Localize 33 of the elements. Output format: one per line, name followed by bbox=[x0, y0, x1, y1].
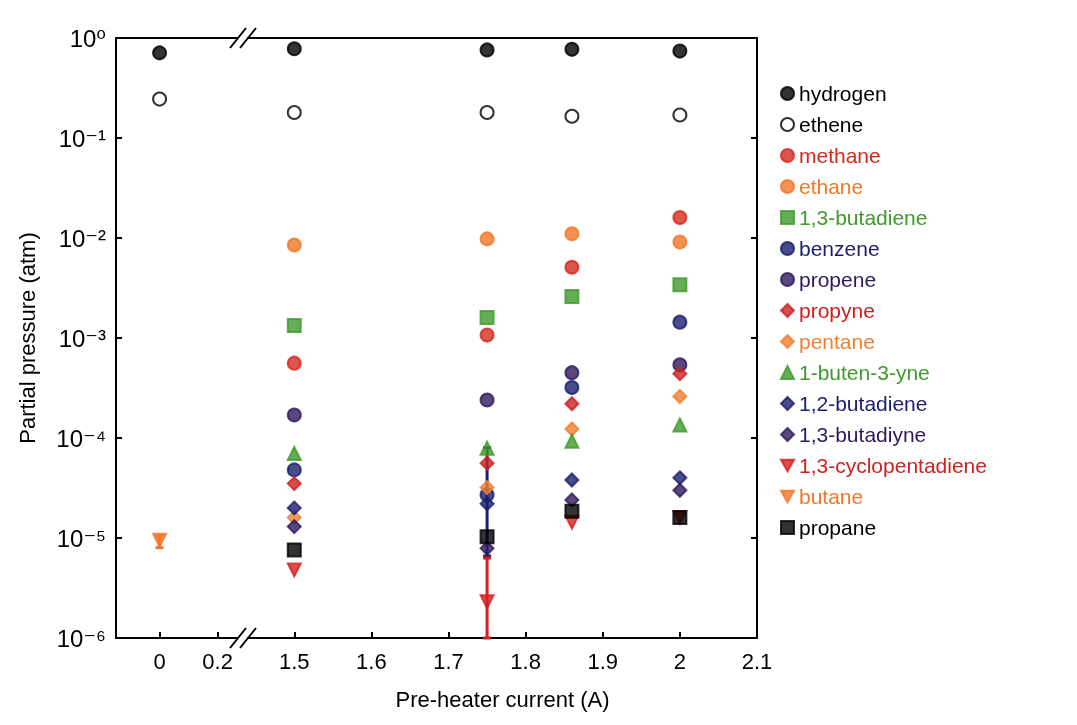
y-tick-label: 10⁻¹ bbox=[58, 124, 106, 152]
y-tick-label: 10⁰ bbox=[69, 24, 106, 52]
y-axis-title: Partial pressure (atm) bbox=[14, 232, 40, 444]
legend-label: hydrogen bbox=[799, 82, 887, 105]
y-tick-label: 10⁻³ bbox=[58, 324, 106, 352]
y-tick-label: 10⁻⁶ bbox=[56, 624, 106, 652]
x-tick-label: 1.7 bbox=[433, 648, 464, 674]
legend-label: propene bbox=[799, 268, 877, 291]
x-tick-label: 1.5 bbox=[278, 648, 310, 674]
x-tick-label: 0.2 bbox=[202, 648, 233, 674]
x-tick-label: 2 bbox=[673, 648, 686, 674]
legend-label: 1,3-butadiyne bbox=[799, 423, 927, 446]
legend-label: 1,3-butadiene bbox=[799, 206, 928, 229]
legend-label: propane bbox=[799, 516, 877, 539]
y-tick-label: 10⁻⁵ bbox=[56, 524, 106, 552]
legend-label: 1-buten-3-yne bbox=[799, 361, 930, 384]
x-tick-label: 0 bbox=[153, 648, 166, 674]
legend-label: 1,2-butadiene bbox=[799, 392, 928, 415]
legend-label: methane bbox=[799, 144, 881, 167]
legend-label: 1,3-cyclopentadiene bbox=[799, 454, 987, 477]
legend-label: propyne bbox=[799, 299, 875, 322]
legend-label: butane bbox=[799, 485, 864, 508]
x-tick-label: 1.6 bbox=[356, 648, 387, 674]
x-axis-title: Pre-heater current (A) bbox=[395, 686, 610, 712]
y-tick-label: 10⁻² bbox=[58, 224, 106, 252]
y-tick-label: 10⁻⁴ bbox=[56, 424, 106, 452]
x-tick-label: 2.1 bbox=[741, 648, 773, 674]
legend-label: ethane bbox=[799, 175, 864, 198]
x-tick-label: 1.8 bbox=[510, 648, 541, 674]
legend-label: ethene bbox=[799, 113, 864, 136]
legend-label: benzene bbox=[799, 237, 880, 260]
legend-label: pentane bbox=[799, 330, 875, 353]
x-tick-label: 1.9 bbox=[587, 648, 619, 674]
